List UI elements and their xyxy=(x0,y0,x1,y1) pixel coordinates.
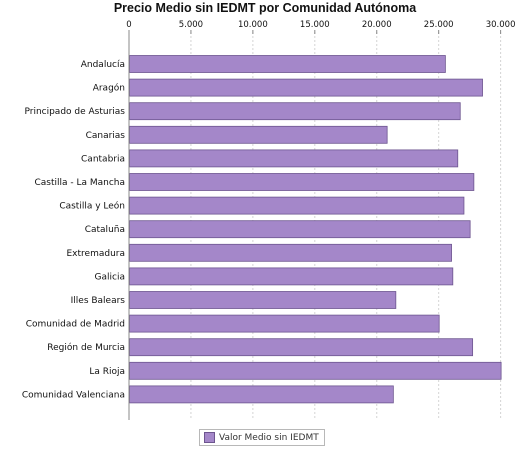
category-label: Cantabria xyxy=(81,154,125,164)
x-tick-label: 30.000 xyxy=(486,20,516,30)
bar xyxy=(129,338,474,357)
bar xyxy=(129,385,394,404)
bar xyxy=(129,196,465,215)
x-tick-label: 25.000 xyxy=(424,20,454,30)
category-label: Castilla y León xyxy=(59,201,125,212)
category-label: Cataluña xyxy=(85,225,125,235)
category-label: La Rioja xyxy=(89,367,125,377)
bar xyxy=(129,267,454,286)
category-label: Principado de Asturias xyxy=(24,107,125,117)
bar xyxy=(129,78,483,97)
category-label: Illes Balears xyxy=(71,296,126,306)
x-tick-label: 0 xyxy=(126,20,131,30)
category-label: Castilla - La Mancha xyxy=(34,178,125,188)
legend-swatch xyxy=(204,432,215,443)
bar xyxy=(129,149,459,168)
category-label: Extremadura xyxy=(67,249,126,259)
bar xyxy=(129,314,440,333)
bar xyxy=(129,220,471,239)
x-tick-label: 5.000 xyxy=(179,20,203,30)
bar xyxy=(129,173,475,191)
category-label: Galicia xyxy=(95,272,125,282)
bar xyxy=(129,125,388,144)
bar xyxy=(129,291,397,309)
bar xyxy=(129,361,502,380)
x-tick-label: 10.000 xyxy=(238,20,268,30)
category-label: Canarias xyxy=(86,131,126,141)
bar xyxy=(129,243,452,262)
category-labels: Andalucía Aragón Principado de Asturias Can… xyxy=(22,60,125,400)
x-axis-ticks: 0 5.000 10.000 15.000 20.000 25.000 30.000 xyxy=(126,20,515,34)
bars xyxy=(129,55,502,404)
legend: Valor Medio sin IEDMT xyxy=(199,429,325,446)
category-label: Andalucía xyxy=(81,60,125,70)
category-label: Aragón xyxy=(93,83,125,94)
bar xyxy=(129,55,446,73)
bar xyxy=(129,102,461,121)
gridlines xyxy=(190,32,502,420)
category-label: Región de Murcia xyxy=(47,342,125,353)
x-tick-label: 20.000 xyxy=(362,20,392,30)
category-label: Comunidad de Madrid xyxy=(26,320,125,330)
x-tick-label: 15.000 xyxy=(300,20,330,30)
category-label: Comunidad Valenciana xyxy=(22,390,125,400)
legend-label: Valor Medio sin IEDMT xyxy=(219,432,319,443)
chart-title: Precio Medio sin IEDMT por Comunidad Aut… xyxy=(114,1,417,15)
